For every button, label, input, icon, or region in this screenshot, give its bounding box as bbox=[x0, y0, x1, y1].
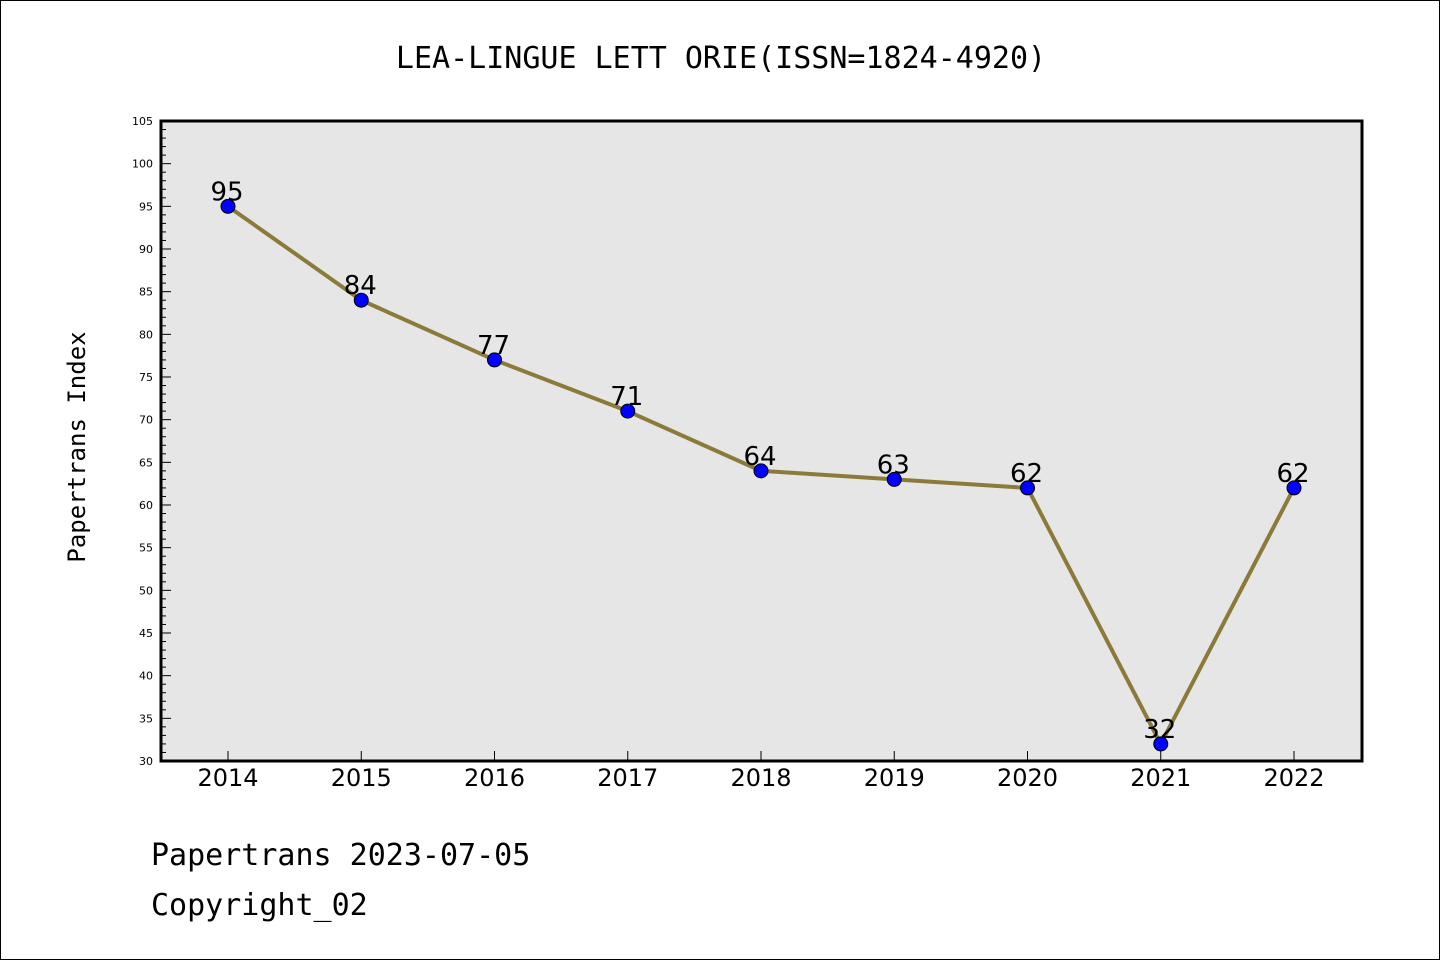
data-label: 62 bbox=[1276, 459, 1309, 489]
x-tick-label: 2019 bbox=[864, 764, 925, 792]
x-tick-label: 2022 bbox=[1263, 764, 1324, 792]
data-label: 62 bbox=[1010, 459, 1043, 489]
data-label: 95 bbox=[210, 177, 243, 207]
y-tick-label: 35 bbox=[139, 712, 153, 725]
series-papertrans-index: 95 84 77 71 64 63 62 32 62 bbox=[210, 177, 1310, 752]
y-tick-label: 60 bbox=[139, 499, 153, 512]
data-point bbox=[753, 463, 769, 479]
y-tick-label: 80 bbox=[139, 328, 153, 341]
data-label: 77 bbox=[477, 331, 510, 361]
data-point bbox=[353, 292, 369, 308]
x-tick-label: 2018 bbox=[730, 764, 791, 792]
y-tick-label: 100 bbox=[132, 158, 153, 171]
data-label: 63 bbox=[877, 450, 910, 480]
data-label: 64 bbox=[743, 442, 776, 472]
data-point bbox=[620, 403, 636, 419]
y-tick-label: 85 bbox=[139, 286, 153, 299]
y-tick-label: 65 bbox=[139, 456, 153, 469]
x-tick-label: 2021 bbox=[1130, 764, 1191, 792]
footer-date: Papertrans 2023-07-05 bbox=[151, 838, 530, 873]
y-axis-ticks: 30 35 40 45 50 55 60 65 70 75 80 85 90 95 100 105 bbox=[132, 115, 171, 768]
footer-copyright: Copyright_02 bbox=[151, 888, 368, 923]
y-tick-label: 105 bbox=[132, 115, 153, 128]
x-tick-label: 2016 bbox=[464, 764, 525, 792]
plot-area bbox=[159, 119, 1364, 763]
data-point bbox=[1020, 480, 1035, 496]
x-tick-label: 2015 bbox=[331, 764, 392, 792]
y-axis-label: Papertrans Index bbox=[63, 331, 91, 562]
y-tick-label: 75 bbox=[139, 371, 153, 384]
data-label: 32 bbox=[1143, 715, 1176, 745]
data-label: 84 bbox=[344, 271, 377, 301]
y-tick-label: 95 bbox=[139, 200, 153, 213]
y-tick-label: 90 bbox=[139, 243, 153, 256]
data-point bbox=[220, 198, 236, 214]
chart-title: LEA-LINGUE LETT ORIE(ISSN=1824-4920) bbox=[396, 41, 1046, 76]
x-tick-label: 2017 bbox=[597, 764, 658, 792]
data-point bbox=[1286, 480, 1302, 496]
data-point bbox=[886, 471, 902, 487]
data-point bbox=[1153, 736, 1169, 752]
data-label: 71 bbox=[610, 382, 643, 412]
data-point bbox=[487, 352, 502, 368]
y-tick-label: 45 bbox=[139, 627, 153, 640]
y-tick-label: 55 bbox=[139, 542, 153, 555]
y-tick-label: 40 bbox=[139, 670, 153, 683]
x-axis-ticks: 2014 2015 2016 2017 2018 2019 2020 2021 2022 bbox=[197, 751, 1325, 792]
x-tick-label: 2020 bbox=[997, 764, 1058, 792]
y-tick-label: 70 bbox=[139, 414, 153, 427]
x-tick-label: 2014 bbox=[197, 764, 258, 792]
y-tick-label: 50 bbox=[139, 584, 153, 597]
y-tick-label: 30 bbox=[139, 755, 153, 768]
